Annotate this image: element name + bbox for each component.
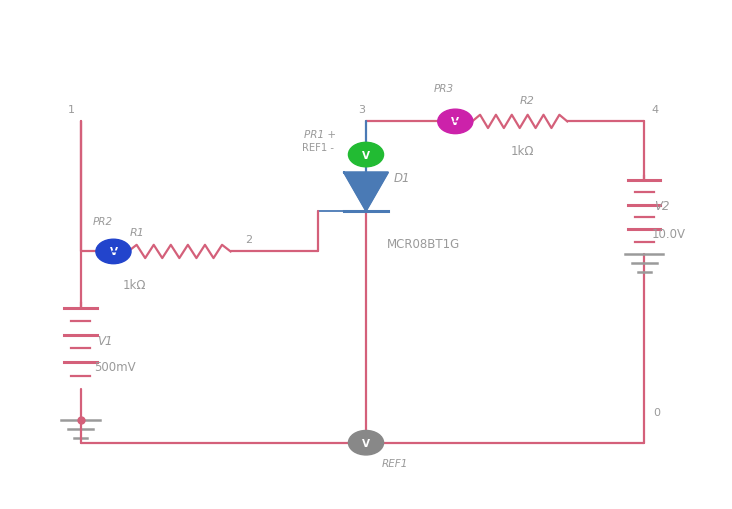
Text: V: V: [362, 150, 370, 160]
Text: REF1 -: REF1 -: [302, 143, 334, 153]
Text: 2: 2: [245, 234, 253, 244]
Circle shape: [96, 240, 131, 264]
Text: 0: 0: [653, 407, 660, 417]
Text: 10.0V: 10.0V: [651, 228, 685, 241]
Text: MCR08BT1G: MCR08BT1G: [386, 238, 460, 251]
Text: PR1 +: PR1 +: [304, 130, 336, 140]
Text: R2: R2: [520, 96, 534, 106]
Text: R1: R1: [130, 228, 144, 238]
Text: 1: 1: [67, 104, 75, 115]
Text: D1: D1: [394, 172, 411, 185]
Polygon shape: [344, 173, 388, 211]
Text: V: V: [110, 247, 117, 257]
Text: 1kΩ: 1kΩ: [510, 145, 534, 158]
Circle shape: [348, 431, 384, 455]
Text: V1: V1: [97, 334, 112, 348]
Text: V2: V2: [654, 200, 670, 213]
Text: 3: 3: [359, 104, 366, 115]
Text: PR3: PR3: [433, 84, 453, 94]
Text: 1kΩ: 1kΩ: [123, 278, 146, 292]
Circle shape: [438, 110, 473, 134]
Text: PR2: PR2: [93, 216, 113, 227]
Text: V: V: [452, 117, 459, 127]
Circle shape: [348, 143, 384, 167]
Text: V: V: [362, 438, 370, 448]
Text: REF1: REF1: [382, 458, 408, 468]
Text: 500mV: 500mV: [94, 360, 135, 373]
Text: 4: 4: [651, 104, 659, 115]
